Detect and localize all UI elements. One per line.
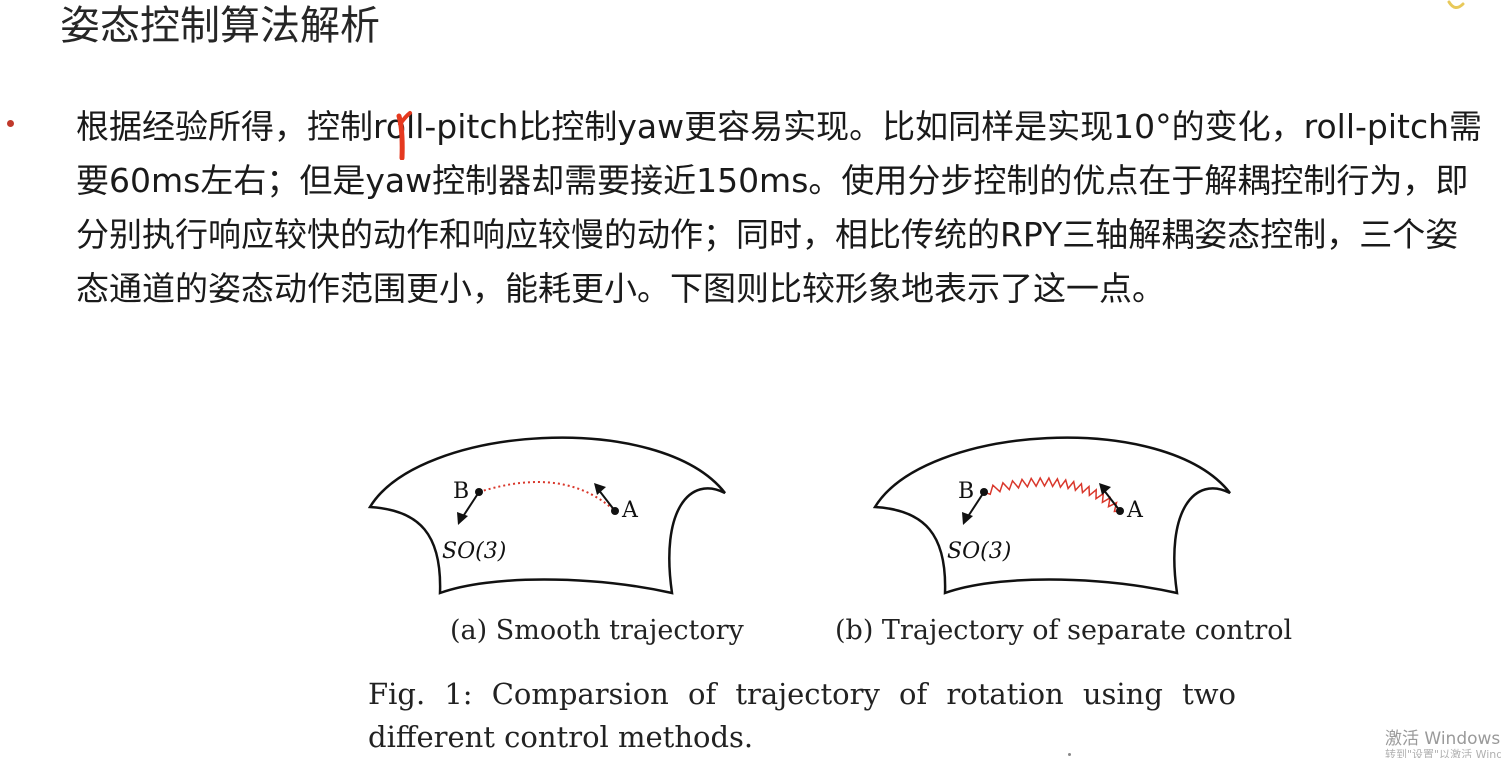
label-so3: SO(3) [947, 539, 1011, 564]
manifold-surface [872, 436, 1231, 595]
windows-activation-hint: 转到"设置"以激活 Windows。 [1385, 748, 1501, 758]
subcaption-b: (b) Trajectory of separate control [835, 615, 1293, 646]
smooth-trajectory [478, 481, 616, 512]
zigzag-trajectory [983, 476, 1121, 513]
pen-annotation-icon [396, 111, 412, 160]
arrow-b-icon [457, 491, 480, 525]
label-a: A [1126, 498, 1144, 523]
cursor-dot [1068, 753, 1071, 756]
figure: B A SO(3) B A SO(3) (a) Smooth trajector… [340, 415, 1300, 760]
arrow-b-icon [962, 491, 985, 525]
arrow-a-icon [594, 483, 616, 512]
bullet-point-icon [7, 120, 14, 127]
label-b: B [958, 479, 974, 504]
slide-title: 姿态控制算法解析 [60, 3, 380, 49]
figure-caption: Fig. 1: Comparsion of trajectory of rota… [368, 677, 1236, 754]
arrow-a-icon [1099, 483, 1121, 512]
windows-activation-watermark: 激活 Windows [1385, 729, 1501, 749]
label-b: B [453, 479, 469, 504]
body-paragraph: 根据经验所得，控制roll-pitch比控制yaw更容易实现。比如同样是实现10… [76, 107, 1483, 308]
label-so3: SO(3) [442, 539, 506, 564]
label-a: A [621, 498, 639, 523]
decorative-corner-icon [1447, 0, 1465, 9]
manifold-surface [367, 436, 726, 595]
panel-a-diagram: B A SO(3) [367, 436, 726, 595]
subcaption-a: (a) Smooth trajectory [450, 615, 744, 646]
panel-b-diagram: B A SO(3) [872, 436, 1231, 595]
